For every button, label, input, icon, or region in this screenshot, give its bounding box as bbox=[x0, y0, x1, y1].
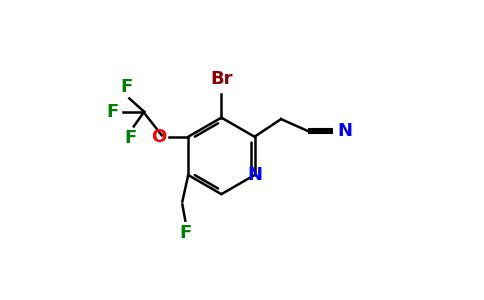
Text: O: O bbox=[151, 128, 166, 146]
Text: Br: Br bbox=[210, 70, 233, 88]
Text: N: N bbox=[247, 166, 262, 184]
Text: F: F bbox=[125, 129, 137, 147]
Text: F: F bbox=[179, 224, 191, 242]
Text: F: F bbox=[121, 77, 133, 95]
Text: F: F bbox=[107, 103, 119, 121]
Text: N: N bbox=[337, 122, 352, 140]
